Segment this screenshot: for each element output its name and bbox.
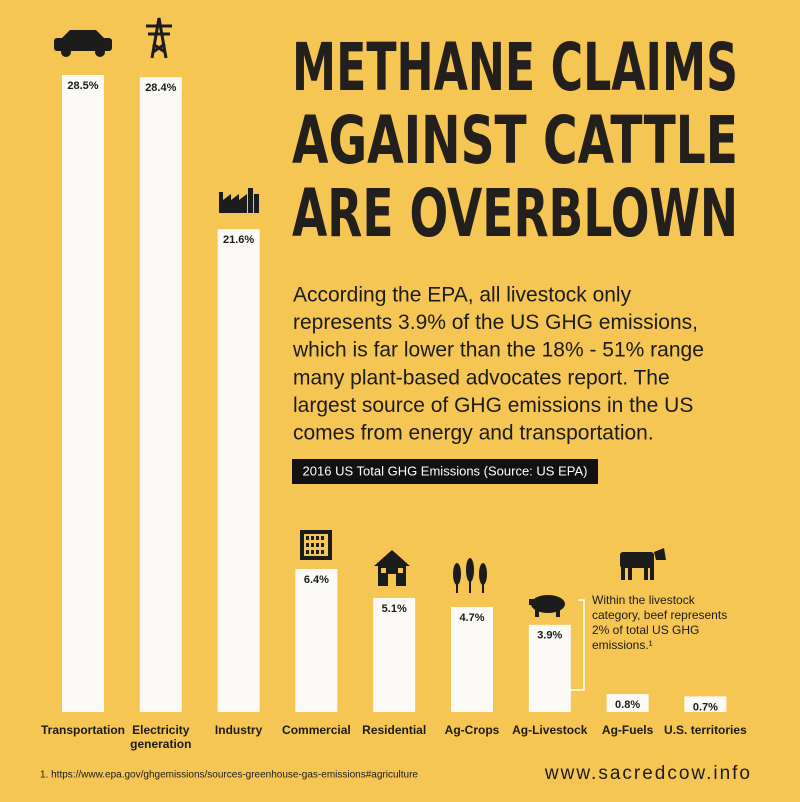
- building-icon: [300, 530, 332, 560]
- car-icon: [54, 30, 112, 57]
- bar: [62, 75, 104, 712]
- value-label: 0.7%: [693, 701, 718, 713]
- value-label: 0.8%: [615, 699, 640, 711]
- bar: [606, 694, 649, 712]
- category-label: Electricity generation: [130, 723, 191, 751]
- bar: [373, 598, 416, 712]
- body-text: which is far lower than the 18% - 51% ra…: [292, 339, 704, 362]
- bar: [684, 696, 727, 712]
- value-label: 28.4%: [145, 82, 176, 94]
- bar: [528, 624, 571, 712]
- title-line: METHANE CLAIMS: [292, 29, 738, 106]
- house-icon: [374, 550, 410, 586]
- body-text: represents 3.9% of the US GHG emissions,: [293, 311, 698, 334]
- value-label: 28.5%: [67, 80, 98, 92]
- category-label: Transportation: [41, 723, 125, 737]
- title-line: AGAINST CATTLE: [292, 102, 738, 179]
- category-label: U.S. territories: [664, 723, 747, 737]
- body-text: According the EPA, all livestock only: [293, 284, 632, 307]
- category-label: Ag-Fuels: [602, 723, 654, 737]
- title-line: ARE OVERBLOWN: [292, 175, 738, 252]
- factory-icon: [219, 188, 259, 213]
- footnote: 1. https://www.epa.gov/ghgemissions/sour…: [40, 770, 418, 781]
- pig-icon: [529, 595, 565, 617]
- bar: [217, 229, 260, 712]
- category-label: Ag-Crops: [445, 723, 500, 737]
- bar: [295, 568, 338, 712]
- value-label: 4.7%: [459, 612, 484, 624]
- annotation: emissions.¹: [592, 638, 653, 652]
- bar: [451, 606, 493, 712]
- tower-icon: [146, 17, 172, 59]
- value-label: 5.1%: [382, 603, 407, 615]
- value-label: 6.4%: [304, 574, 329, 586]
- icons: [54, 17, 666, 617]
- category-label: Ag-Livestock: [512, 723, 588, 737]
- chart-label-box: [292, 459, 598, 484]
- category-label: Commercial: [282, 723, 351, 737]
- body-text: largest source of GHG emissions in the U…: [293, 394, 693, 417]
- value-label: 3.9%: [537, 630, 562, 642]
- value-label: 21.6%: [223, 234, 254, 246]
- chart-label: 2016 US Total GHG Emissions (Source: US …: [303, 463, 588, 478]
- cow-icon: [620, 548, 666, 580]
- annotation-connector: [570, 599, 585, 691]
- website: www.sacredcow.info: [544, 763, 752, 784]
- annotation: category, beef represents: [592, 608, 727, 622]
- annotation: 2% of total US GHG: [592, 623, 699, 637]
- body-text: comes from energy and transportation.: [293, 422, 654, 445]
- category-label: Industry: [215, 723, 263, 737]
- annotation: Within the livestock: [592, 593, 696, 607]
- bar: [139, 77, 182, 712]
- body-text: many plant-based advocates report. The: [293, 366, 670, 389]
- wheat-icon: [453, 558, 487, 593]
- category-label: Residential: [362, 723, 426, 737]
